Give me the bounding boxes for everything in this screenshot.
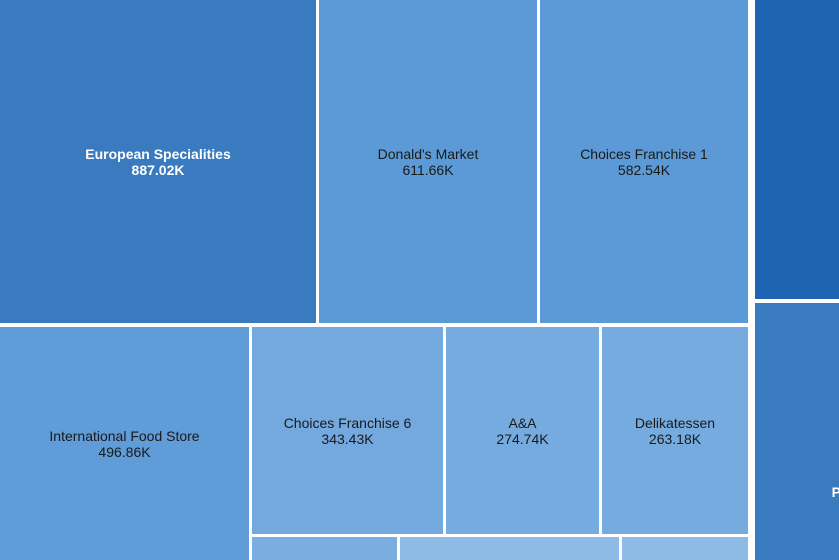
tile-label: P xyxy=(831,483,839,500)
tile-label: Choices Franchise 1 xyxy=(580,145,708,162)
treemap-tile[interactable]: European Specialities 887.02K xyxy=(0,0,316,323)
treemap-tile[interactable] xyxy=(755,0,839,299)
tile-value: 611.66K xyxy=(402,161,454,178)
treemap-tile[interactable]: A&A 274.74K xyxy=(446,327,599,534)
tile-value: 343.43K xyxy=(321,430,374,447)
tile-label: International Food Store xyxy=(49,427,200,444)
tile-value: 263.18K xyxy=(648,430,702,447)
tile-value: 496.86K xyxy=(98,443,151,460)
treemap-tile[interactable]: International Food Store 496.86K xyxy=(0,327,249,560)
treemap-tile[interactable] xyxy=(400,537,619,560)
tile-label: Delikatessen xyxy=(634,414,716,431)
tile-label: Choices Franchise 6 xyxy=(283,414,412,431)
treemap-tile[interactable]: P xyxy=(755,303,839,560)
treemap-tile[interactable]: Delikatessen 263.18K xyxy=(602,327,748,534)
treemap-tile[interactable] xyxy=(622,537,748,560)
treemap-tile[interactable]: Choices Franchise 1 582.54K xyxy=(540,0,748,323)
tile-label: Donald's Market xyxy=(377,145,479,162)
tile-value: 887.02K xyxy=(131,161,185,178)
treemap-tile[interactable]: Choices Franchise 6 343.43K xyxy=(252,327,443,534)
treemap-tile[interactable]: Donald's Market 611.66K xyxy=(319,0,537,323)
tile-value: 582.54K xyxy=(617,161,671,178)
tile-label: European Specialities xyxy=(85,145,231,162)
tile-value: 274.74K xyxy=(496,430,549,447)
tile-label: A&A xyxy=(508,414,537,431)
treemap-tile[interactable] xyxy=(252,537,397,560)
